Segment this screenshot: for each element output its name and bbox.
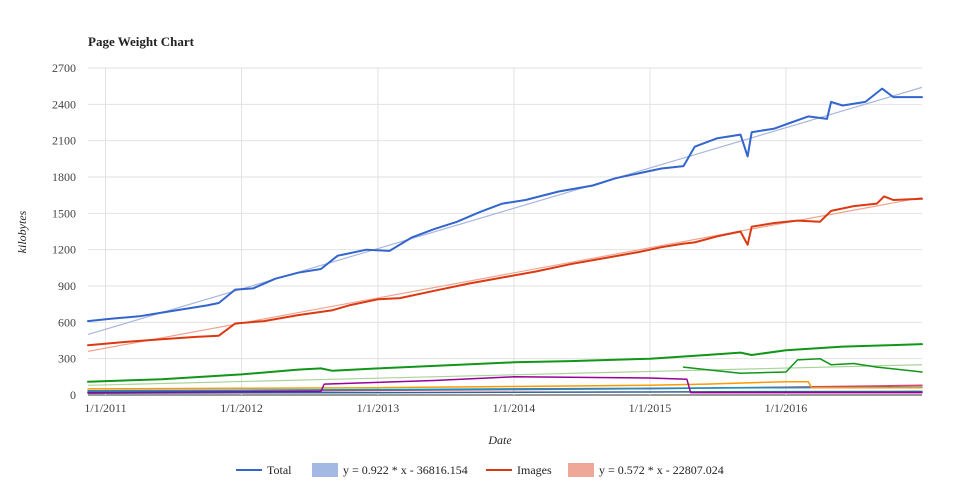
series-line: [682, 357, 923, 374]
trendline-green: [87, 364, 923, 386]
y-tick-label: 900: [58, 279, 76, 293]
y-tick-label: 2100: [52, 134, 76, 148]
x-tick-label: 1/1/2015: [629, 401, 672, 415]
series-line: [87, 390, 923, 394]
series-line: [87, 376, 923, 394]
series-line-images: [87, 195, 923, 347]
y-tick-label: 2400: [52, 97, 76, 111]
y-tick-label: 600: [58, 315, 76, 329]
chart-title: Page Weight Chart: [88, 34, 195, 49]
legend-label: Total: [267, 463, 292, 477]
y-tick-label: 1200: [52, 243, 76, 257]
x-tick-label: 1/1/2016: [765, 401, 808, 415]
x-tick-label: 1/1/2014: [493, 401, 536, 415]
x-tick-label: 1/1/2011: [84, 401, 126, 415]
y-tick-label: 1500: [52, 206, 76, 220]
y-tick-label: 300: [58, 352, 76, 366]
trendline-total: [87, 86, 923, 336]
trendline-images: [87, 196, 923, 352]
series-line-total: [87, 87, 923, 323]
legend-box-swatch: [568, 463, 594, 477]
legend: Total y = 0.922 * x - 36816.154 Images y = …: [236, 463, 724, 477]
trendlines: [87, 86, 923, 386]
x-axis-title: Date: [487, 433, 512, 447]
legend-label: y = 0.922 * x - 36816.154: [343, 463, 468, 477]
series-lines: [87, 87, 923, 394]
series-line: [87, 386, 923, 392]
x-tick-label: 1/1/2012: [220, 401, 263, 415]
gridlines: [88, 67, 922, 396]
y-axis-ticks: 0 300 600 900 1200 1500 1800 2100 2400 2700: [52, 61, 76, 402]
series-line: [87, 343, 923, 383]
x-tick-label: 1/1/2013: [357, 401, 400, 415]
legend-label: Images: [517, 463, 552, 477]
y-tick-label: 0: [70, 388, 76, 402]
y-axis-title: kilobytes: [15, 210, 29, 253]
legend-label: y = 0.572 * x - 22807.024: [599, 463, 724, 477]
x-axis-ticks: 1/1/2011 1/1/2012 1/1/2013 1/1/2014 1/1/2015…: [84, 401, 807, 415]
series-line: [87, 380, 923, 390]
y-tick-label: 1800: [52, 170, 76, 184]
y-tick-label: 2700: [52, 61, 76, 75]
legend-box-swatch: [312, 463, 338, 477]
